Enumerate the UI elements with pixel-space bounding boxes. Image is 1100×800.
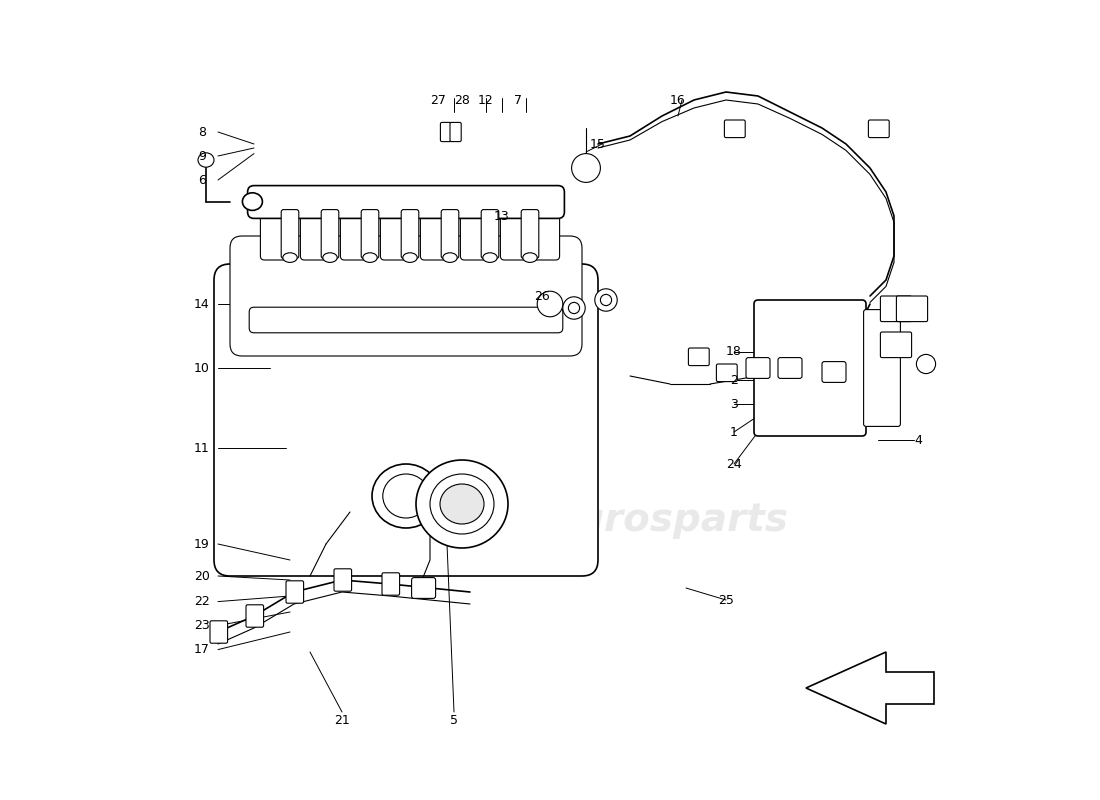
Text: 6: 6	[198, 174, 206, 186]
FancyBboxPatch shape	[461, 208, 487, 260]
FancyBboxPatch shape	[746, 358, 770, 378]
Circle shape	[595, 289, 617, 311]
FancyBboxPatch shape	[321, 210, 339, 258]
FancyBboxPatch shape	[210, 621, 228, 643]
Ellipse shape	[283, 253, 297, 262]
Ellipse shape	[403, 253, 417, 262]
FancyBboxPatch shape	[300, 208, 328, 260]
Text: 28: 28	[454, 94, 470, 106]
Circle shape	[572, 154, 601, 182]
Text: 5: 5	[450, 714, 458, 726]
Text: 22: 22	[194, 595, 210, 608]
Text: 18: 18	[726, 346, 741, 358]
FancyBboxPatch shape	[822, 362, 846, 382]
FancyBboxPatch shape	[250, 307, 563, 333]
Text: 2: 2	[730, 374, 738, 386]
Polygon shape	[806, 652, 934, 724]
Text: 11: 11	[194, 442, 210, 454]
Text: 19: 19	[194, 538, 210, 550]
Text: 3: 3	[730, 398, 738, 410]
FancyBboxPatch shape	[864, 310, 901, 426]
Text: 20: 20	[194, 570, 210, 582]
FancyBboxPatch shape	[689, 348, 710, 366]
Text: 26: 26	[535, 290, 550, 302]
FancyBboxPatch shape	[248, 186, 564, 218]
FancyBboxPatch shape	[481, 210, 498, 258]
Text: 16: 16	[670, 94, 686, 106]
FancyBboxPatch shape	[402, 210, 419, 258]
Text: 14: 14	[194, 298, 210, 310]
FancyBboxPatch shape	[261, 208, 287, 260]
Circle shape	[601, 294, 612, 306]
Ellipse shape	[522, 253, 537, 262]
FancyBboxPatch shape	[420, 208, 448, 260]
FancyBboxPatch shape	[778, 358, 802, 378]
Ellipse shape	[443, 253, 458, 262]
FancyBboxPatch shape	[754, 300, 866, 436]
FancyBboxPatch shape	[334, 569, 352, 591]
Circle shape	[569, 302, 580, 314]
Ellipse shape	[483, 253, 497, 262]
Circle shape	[916, 354, 936, 374]
FancyBboxPatch shape	[880, 332, 912, 358]
Ellipse shape	[430, 474, 494, 534]
Ellipse shape	[363, 253, 377, 262]
Ellipse shape	[242, 193, 263, 210]
FancyBboxPatch shape	[521, 210, 539, 258]
FancyBboxPatch shape	[450, 122, 461, 142]
Text: 1: 1	[730, 426, 738, 438]
Text: 8: 8	[198, 126, 206, 138]
FancyBboxPatch shape	[214, 264, 598, 576]
Ellipse shape	[372, 464, 440, 528]
Ellipse shape	[383, 474, 429, 518]
Ellipse shape	[198, 153, 214, 167]
FancyBboxPatch shape	[382, 573, 399, 595]
FancyBboxPatch shape	[880, 296, 912, 322]
FancyBboxPatch shape	[246, 605, 264, 627]
FancyBboxPatch shape	[361, 210, 378, 258]
Text: 12: 12	[478, 94, 494, 106]
Circle shape	[563, 297, 585, 319]
FancyBboxPatch shape	[441, 210, 459, 258]
Text: 27: 27	[430, 94, 446, 106]
Circle shape	[537, 291, 563, 317]
FancyBboxPatch shape	[896, 296, 927, 322]
Text: 13: 13	[494, 210, 510, 222]
FancyBboxPatch shape	[230, 236, 582, 356]
Text: 24: 24	[726, 458, 741, 470]
Ellipse shape	[416, 460, 508, 548]
FancyBboxPatch shape	[716, 364, 737, 382]
FancyBboxPatch shape	[411, 578, 436, 598]
FancyBboxPatch shape	[381, 208, 408, 260]
Text: 4: 4	[914, 434, 922, 446]
FancyBboxPatch shape	[532, 208, 560, 260]
Text: 9: 9	[198, 150, 206, 162]
Ellipse shape	[322, 253, 338, 262]
FancyBboxPatch shape	[868, 120, 889, 138]
FancyBboxPatch shape	[282, 210, 299, 258]
Text: 21: 21	[334, 714, 350, 726]
Text: eurosparts: eurosparts	[551, 501, 789, 539]
Text: 15: 15	[590, 138, 606, 150]
Text: 10: 10	[194, 362, 210, 374]
FancyBboxPatch shape	[500, 208, 528, 260]
FancyBboxPatch shape	[440, 122, 452, 142]
FancyBboxPatch shape	[340, 208, 367, 260]
Text: 23: 23	[194, 619, 210, 632]
Text: 7: 7	[514, 94, 522, 106]
FancyBboxPatch shape	[286, 581, 304, 603]
Text: 25: 25	[718, 594, 734, 606]
Text: 17: 17	[194, 643, 210, 656]
FancyBboxPatch shape	[725, 120, 745, 138]
Ellipse shape	[440, 484, 484, 524]
Text: eurosparts: eurosparts	[255, 421, 493, 459]
